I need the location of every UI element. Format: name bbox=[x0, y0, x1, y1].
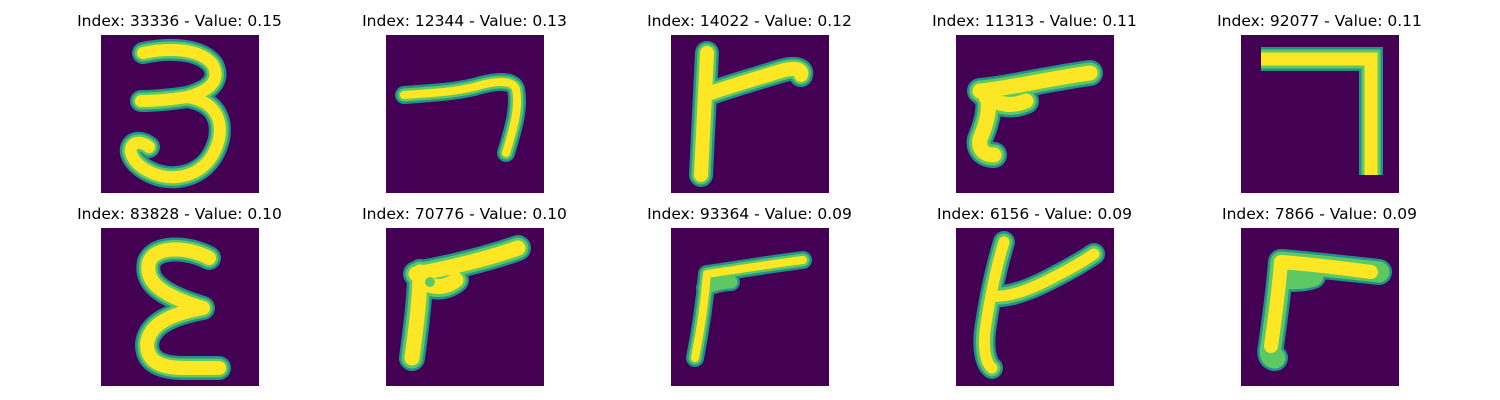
digit-image bbox=[101, 228, 259, 386]
cell-title: Index: 83828 - Value: 0.10 bbox=[77, 205, 282, 223]
hooked-stroke-curved-glyph bbox=[956, 228, 1114, 386]
wedge-stroke-glyph bbox=[956, 35, 1114, 193]
cell-title: Index: 12344 - Value: 0.13 bbox=[362, 12, 567, 30]
cell-title: Index: 14022 - Value: 0.12 bbox=[647, 12, 852, 30]
grid-cell-2: Index: 12344 - Value: 0.13 bbox=[322, 11, 607, 201]
cell-title: Index: 70776 - Value: 0.10 bbox=[362, 205, 567, 223]
grid-cell-3: Index: 14022 - Value: 0.12 bbox=[607, 11, 892, 201]
digit-seven-upright-glyph bbox=[1241, 35, 1399, 193]
digit-image bbox=[386, 35, 544, 193]
grid-cell-10: Index: 7866 - Value: 0.09 bbox=[1177, 204, 1462, 394]
cell-title: Index: 92077 - Value: 0.11 bbox=[1217, 12, 1422, 30]
digit-image bbox=[1241, 228, 1399, 386]
grid-cell-6: Index: 83828 - Value: 0.10 bbox=[37, 204, 322, 394]
hooked-stroke-glyph bbox=[671, 35, 829, 193]
hooked-stroke-bold-glyph bbox=[1241, 228, 1399, 386]
epsilon-shape-glyph bbox=[101, 228, 259, 386]
digit-seven-slanted-glyph bbox=[386, 35, 544, 193]
grid-cell-5: Index: 92077 - Value: 0.11 bbox=[1177, 11, 1462, 201]
cell-title: Index: 11313 - Value: 0.11 bbox=[932, 12, 1137, 30]
digit-image bbox=[956, 228, 1114, 386]
cell-title: Index: 33336 - Value: 0.15 bbox=[77, 12, 282, 30]
digit-image bbox=[101, 35, 259, 193]
digit-image bbox=[386, 228, 544, 386]
digit-image bbox=[671, 228, 829, 386]
digit-image bbox=[671, 35, 829, 193]
hooked-stroke-thin-glyph bbox=[671, 228, 829, 386]
grid-cell-8: Index: 93364 - Value: 0.09 bbox=[607, 204, 892, 394]
grid-cell-7: Index: 70776 - Value: 0.10 bbox=[322, 204, 607, 394]
wedge-stroke-loop-glyph bbox=[386, 228, 544, 386]
digit-image bbox=[956, 35, 1114, 193]
digit-three-glyph bbox=[101, 35, 259, 193]
cell-title: Index: 93364 - Value: 0.09 bbox=[647, 205, 852, 223]
grid-cell-9: Index: 6156 - Value: 0.09 bbox=[892, 204, 1177, 394]
grid-cell-1: Index: 33336 - Value: 0.15 bbox=[37, 11, 322, 201]
cell-title: Index: 6156 - Value: 0.09 bbox=[937, 205, 1132, 223]
grid-cell-4: Index: 11313 - Value: 0.11 bbox=[892, 11, 1177, 201]
digit-image bbox=[1241, 35, 1399, 193]
cell-title: Index: 7866 - Value: 0.09 bbox=[1222, 205, 1417, 223]
